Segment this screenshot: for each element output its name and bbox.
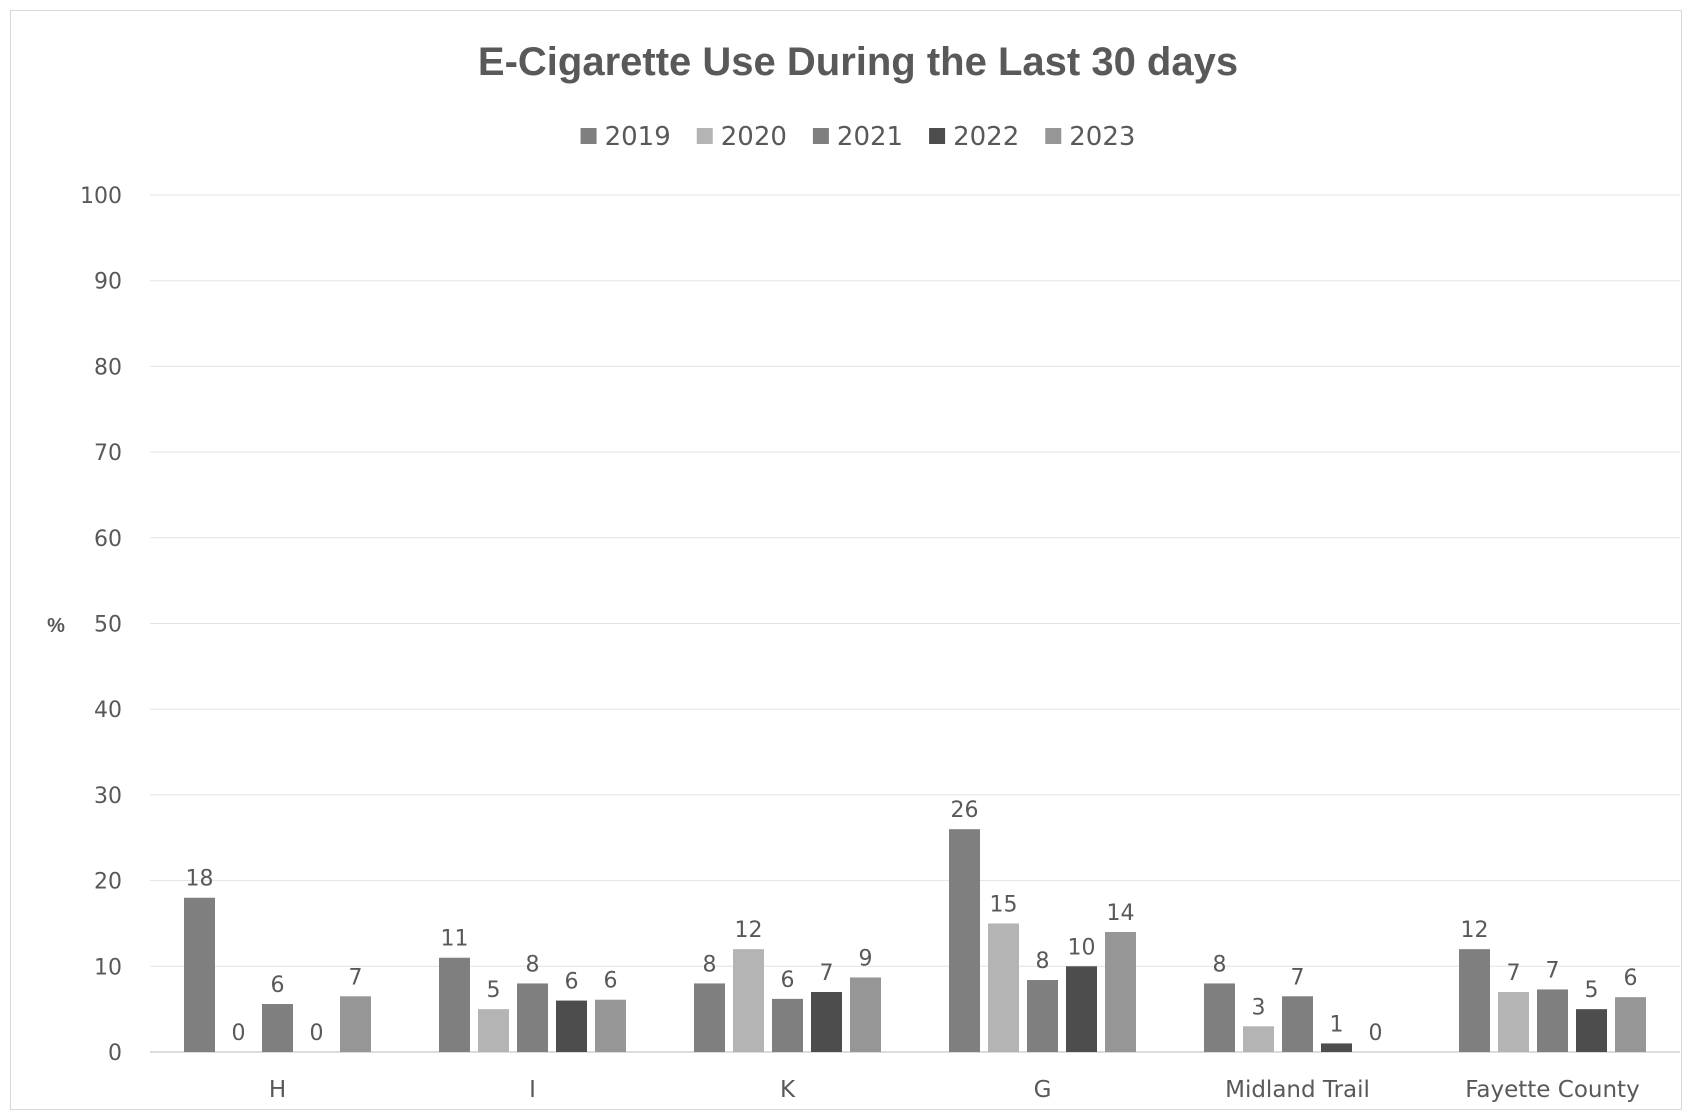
bar-2021-k [772, 998, 803, 1052]
data-label: 7 [1546, 958, 1560, 983]
data-label: 7 [1507, 961, 1521, 986]
legend-label: 2020 [721, 122, 787, 152]
chart-title: E-Cigarette Use During the Last 30 days [478, 40, 1238, 84]
bar-2023-i [595, 999, 626, 1052]
y-tick-label: 0 [108, 1041, 122, 1066]
y-axis-ticks: 0 10 20 30 40 50 60 70 80 90 100 [80, 184, 122, 1066]
data-label: 7 [1291, 965, 1305, 990]
data-label: 5 [1585, 978, 1599, 1003]
data-label: 6 [781, 968, 795, 993]
data-label: 0 [310, 1021, 324, 1046]
data-label: 15 [990, 892, 1018, 917]
bar-2020-fayette-county [1498, 992, 1529, 1052]
y-tick-label: 20 [94, 870, 122, 895]
data-label: 8 [703, 952, 717, 977]
chart-frame [10, 10, 1682, 1110]
bar-2021-g [1027, 980, 1058, 1052]
bar-2021-fayette-county [1537, 989, 1568, 1052]
legend: 2019 2020 2021 2022 2023 [580, 122, 1135, 152]
y-tick-label: 60 [94, 527, 122, 552]
bar-2021-i [517, 983, 548, 1052]
bar-2019-i [439, 957, 470, 1052]
x-category-label: K [780, 1077, 796, 1103]
y-tick-label: 30 [94, 784, 122, 809]
bar-2022-i [556, 1000, 587, 1052]
y-tick-label: 10 [94, 955, 122, 980]
bar-2020-midland-trail [1243, 1026, 1274, 1052]
data-label: 8 [1036, 949, 1050, 974]
data-label: 0 [232, 1021, 246, 1046]
legend-label: 2019 [605, 122, 671, 152]
legend-swatch [696, 128, 713, 144]
gridlines [150, 194, 1680, 1053]
bar-2022-g [1066, 966, 1097, 1052]
bar-2019-h [184, 897, 215, 1052]
bar-2020-i [478, 1009, 509, 1052]
y-axis-label: % [47, 615, 65, 637]
y-tick-label: 90 [94, 270, 122, 295]
x-category-label: G [1034, 1077, 1052, 1103]
bar-2020-g [988, 923, 1019, 1052]
legend-swatch [929, 128, 946, 144]
bar-2019-k [694, 983, 725, 1052]
bar-2021-h [262, 1004, 293, 1052]
data-label: 7 [349, 965, 363, 990]
x-category-label: H [269, 1077, 286, 1103]
data-label: 8 [1213, 952, 1227, 977]
bar-2022-midland-trail [1321, 1043, 1352, 1052]
x-category-label: Fayette County [1465, 1077, 1639, 1103]
data-label: 14 [1107, 901, 1135, 926]
data-label: 6 [1624, 966, 1638, 991]
x-axis-categories: H I K G Midland Trail Fayette County [269, 1077, 1640, 1103]
bar-2021-midland-trail [1282, 996, 1313, 1052]
data-label: 18 [186, 867, 214, 892]
data-label: 7 [820, 961, 834, 986]
data-label: 8 [526, 952, 540, 977]
bar-2019-fayette-county [1459, 949, 1490, 1052]
y-tick-label: 50 [94, 613, 122, 638]
legend-swatch [812, 128, 829, 144]
data-label: 3 [1252, 995, 1266, 1020]
bar-2023-h [340, 996, 371, 1052]
data-label: 6 [604, 969, 618, 994]
y-tick-label: 100 [80, 184, 122, 209]
legend-label: 2021 [837, 122, 903, 152]
y-tick-label: 80 [94, 355, 122, 380]
bar-2019-midland-trail [1204, 983, 1235, 1052]
y-tick-label: 40 [94, 698, 122, 723]
data-label: 11 [441, 927, 469, 952]
legend-label: 2022 [953, 122, 1019, 152]
legend-label: 2023 [1069, 122, 1135, 152]
data-label: 26 [951, 798, 979, 823]
y-tick-label: 70 [94, 441, 122, 466]
bar-2020-k [733, 949, 764, 1052]
bar-2023-g [1105, 932, 1136, 1052]
x-category-label: I [529, 1077, 536, 1103]
x-category-label: Midland Trail [1225, 1077, 1370, 1103]
bar-2022-fayette-county [1576, 1009, 1607, 1052]
bar-2023-k [850, 977, 881, 1052]
data-label: 12 [735, 918, 763, 943]
data-label: 5 [487, 978, 501, 1003]
data-label: 6 [565, 970, 579, 995]
data-label: 12 [1461, 918, 1489, 943]
data-label: 0 [1369, 1021, 1383, 1046]
bar-2022-k [811, 992, 842, 1052]
data-label: 10 [1068, 935, 1096, 960]
bar-2023-fayette-county [1615, 997, 1646, 1052]
legend-swatch [1045, 128, 1062, 144]
bar-2019-g [949, 829, 980, 1052]
data-label: 9 [859, 946, 873, 971]
data-label: 1 [1330, 1012, 1344, 1037]
legend-swatch [580, 128, 597, 144]
data-label: 6 [271, 973, 285, 998]
bars [184, 829, 1646, 1052]
